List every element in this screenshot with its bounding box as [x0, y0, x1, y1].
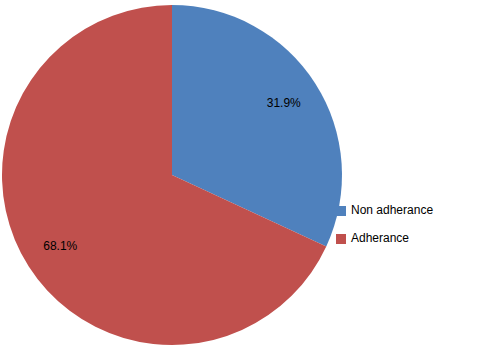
legend-label: Non adherance	[351, 203, 433, 217]
legend-label: Adherance	[351, 231, 409, 245]
legend-swatch	[336, 206, 346, 216]
pie-slice	[2, 5, 326, 345]
chart: 31.9% 68.1% Non adherance Adherance	[0, 0, 500, 349]
data-label: 31.9%	[267, 96, 301, 110]
legend-item: Adherance	[336, 231, 409, 245]
legend-item: Non adherance	[336, 203, 433, 217]
legend-swatch	[336, 234, 346, 244]
pie	[2, 5, 342, 345]
data-label: 68.1%	[43, 239, 77, 253]
data-labels: 31.9% 68.1%	[43, 96, 301, 253]
legend: Non adherance Adherance	[336, 203, 433, 245]
